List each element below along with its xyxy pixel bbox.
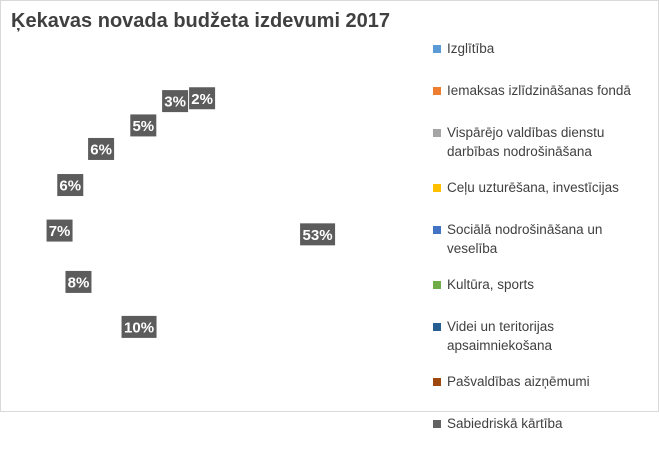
legend-item: Iemaksas izlīdzināšanas fondā [433,81,657,123]
data-label-box [46,219,73,242]
legend-swatch [433,129,441,137]
pie-labels: 53% 10% 8% 7% 6% 6% 5% 3% 2% [46,87,336,338]
pie-chart: 53% 10% 8% 7% 6% 6% 5% 3% 2% [1,1,336,338]
legend-item: Izglītība [433,39,657,81]
legend-label: Sociālā nodrošināšana un veselība [447,222,603,256]
data-label-text: 8% [68,274,90,291]
data-label-box [121,315,157,338]
legend-label: Ceļu uzturēšana, investīcijas [447,180,619,195]
legend-item: Sociālā nodrošināšana un veselība [433,220,657,275]
slice-data-label: 5% [130,114,157,137]
slice-data-label: 8% [65,270,92,293]
data-label-text: 2% [191,91,213,108]
slice-data-label: 53% [300,223,336,246]
data-label-box [189,87,216,110]
legend-item: Pašvaldības aizņēmumi [433,372,657,414]
slice-data-label: 6% [88,137,115,160]
legend-swatch [433,281,441,289]
data-label-text: 5% [132,118,154,135]
data-label-box [57,174,84,197]
chart-title: Ķekavas novada budžeta izdevumi 2017 [11,10,391,32]
data-label-box [65,270,92,293]
legend-item: Vispārējo valdības dienstu darbības nodr… [433,123,657,178]
legend-label: Iemaksas izlīdzināšanas fondā [447,83,631,98]
data-label-box [88,137,115,160]
legend-item: Videi un teritorijas apsaimniekošana [433,317,657,372]
data-label-text: 7% [49,223,71,240]
slice-data-label: 10% [121,315,157,338]
legend-label: Pašvaldības aizņēmumi [447,374,590,389]
slice-data-label: 7% [46,219,73,242]
chart-legend: Izglītība Iemaksas izlīdzināšanas fondā Vi… [433,39,657,456]
slice-data-label: 3% [162,90,189,113]
legend-label: Sabiedriskā kārtība [447,416,563,431]
legend-label: Vispārējo valdības dienstu darbības nodr… [447,125,605,159]
legend-label: Videi un teritorijas apsaimniekošana [447,319,555,353]
legend-item: Ceļu uzturēšana, investīcijas [433,178,657,220]
legend-item: Kultūra, sports [433,275,657,317]
legend-swatch [433,378,441,386]
chart-container: Ķekavas novada budžeta izdevumi 2017 53%… [0,0,659,431]
data-label-box [130,114,157,137]
legend-swatch [433,420,441,428]
legend-swatch [433,323,441,331]
data-label-text: 53% [303,227,333,244]
data-label-text: 6% [59,178,81,195]
data-label-box [162,90,189,113]
slice-data-label: 6% [57,174,84,197]
legend-swatch [433,226,441,234]
data-label-text: 3% [164,94,186,111]
data-label-box [300,223,336,246]
legend-swatch [433,87,441,95]
legend-label: Izglītība [447,41,495,56]
legend-item: Sabiedriskā kārtība [433,414,657,456]
legend-label: Kultūra, sports [447,277,535,292]
slice-data-label: 2% [189,87,216,110]
data-label-text: 6% [90,141,112,158]
data-label-text: 10% [124,319,154,336]
legend-swatch [433,184,441,192]
legend-swatch [433,45,441,53]
